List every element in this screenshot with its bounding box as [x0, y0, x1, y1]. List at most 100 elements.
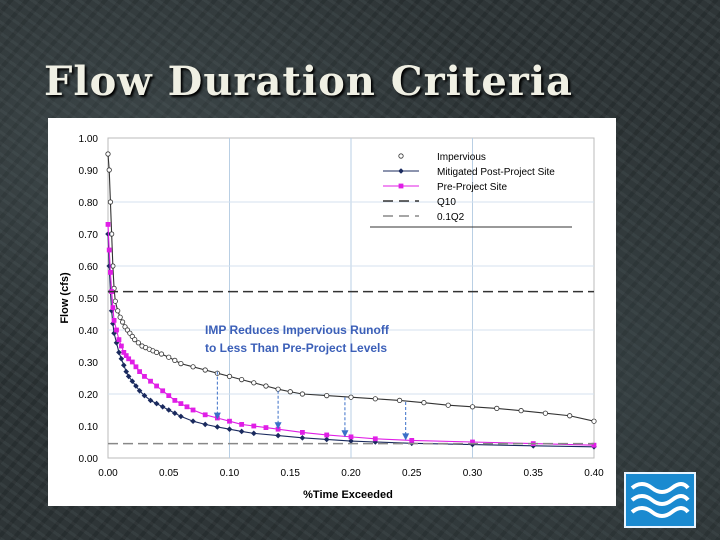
legend-label: Mitigated Post-Project Site	[437, 167, 555, 178]
data-point	[445, 402, 451, 408]
legend-label: Pre-Project Site	[437, 182, 507, 193]
x-tick-labels: 0.00 0.05 0.10 0.15 0.20 0.25 0.30 0.35 0.40	[98, 468, 604, 479]
data-point	[469, 404, 476, 410]
y-tick-label: 0.60	[79, 262, 99, 273]
data-point	[172, 357, 178, 363]
data-point	[105, 151, 111, 157]
data-point	[190, 407, 196, 413]
data-point	[202, 421, 208, 428]
data-point	[160, 388, 166, 394]
x-tick-label: 0.20	[341, 468, 361, 479]
y-tick-label: 0.00	[79, 454, 99, 465]
data-point	[153, 400, 160, 407]
x-tick-label: 0.15	[281, 468, 301, 479]
data-point	[110, 305, 116, 310]
data-point	[142, 374, 147, 379]
x-tick-label: 0.40	[584, 468, 604, 479]
data-point	[111, 330, 117, 336]
annotation-arrowhead	[341, 430, 349, 438]
data-point	[226, 426, 233, 432]
legend-label: 0.1Q2	[437, 212, 465, 223]
data-point	[137, 369, 142, 374]
y-tick-label: 0.90	[79, 166, 99, 177]
data-point	[116, 337, 122, 342]
data-point	[116, 349, 122, 356]
data-point	[112, 298, 118, 304]
series-layer	[105, 151, 597, 450]
data-point	[172, 398, 178, 403]
legend-label: Q10	[437, 197, 456, 208]
data-point	[275, 432, 281, 439]
y-tick-label: 0.30	[79, 358, 99, 369]
data-point	[567, 413, 573, 419]
data-point	[165, 407, 172, 413]
data-point	[251, 430, 257, 437]
data-point	[133, 383, 139, 389]
data-point	[119, 319, 126, 325]
data-point	[372, 436, 378, 442]
data-point	[226, 373, 233, 379]
legend: Impervious Mitigated Post-Project Site Pre…	[370, 152, 572, 228]
annotation-arrows	[213, 371, 410, 441]
data-point	[591, 442, 597, 448]
data-point	[299, 391, 305, 397]
data-point	[396, 397, 403, 403]
data-point	[114, 327, 119, 333]
data-point	[120, 362, 127, 368]
data-point	[111, 318, 117, 323]
data-point	[421, 400, 427, 406]
x-tick-label: 0.30	[463, 468, 483, 479]
data-point	[348, 394, 354, 400]
data-point	[172, 410, 178, 416]
data-point	[323, 436, 330, 443]
y-tick-label: 0.70	[79, 230, 99, 241]
data-point	[239, 376, 245, 383]
data-point	[542, 410, 548, 416]
data-point	[184, 404, 190, 410]
data-point	[178, 361, 184, 367]
x-axis-label: %Time Exceeded	[303, 489, 393, 501]
data-point	[118, 356, 125, 362]
data-point	[154, 383, 159, 389]
data-point	[178, 413, 184, 420]
data-point	[118, 343, 124, 349]
data-point	[126, 356, 132, 362]
series-pre-project-site	[105, 222, 597, 448]
data-point	[178, 401, 184, 406]
wave-logo-icon	[630, 482, 690, 518]
data-point	[154, 349, 160, 355]
data-point	[263, 425, 269, 430]
annotation-arrowhead	[213, 412, 221, 420]
x-tick-label: 0.10	[220, 468, 240, 479]
agency-logo	[624, 472, 696, 528]
data-point	[372, 396, 378, 402]
y-tick-label: 1.00	[79, 134, 99, 145]
data-point	[121, 350, 127, 355]
data-point	[190, 418, 196, 424]
chart-frame: 0.00 0.05 0.10 0.15 0.20 0.25 0.30 0.35 0.40 0.0…	[48, 118, 616, 506]
data-point	[287, 389, 293, 395]
data-point	[115, 308, 121, 314]
y-axis-label: Flow (cfs)	[59, 272, 71, 324]
legend-label: Impervious	[437, 152, 486, 163]
x-tick-label: 0.00	[98, 468, 118, 479]
annotation-arrowhead	[274, 422, 282, 430]
data-point	[129, 359, 135, 365]
data-point	[147, 397, 154, 404]
x-tick-label: 0.25	[402, 468, 422, 479]
data-point	[398, 153, 404, 159]
data-point	[239, 422, 245, 427]
slide-title: Flow Duration Criteria	[44, 58, 573, 105]
data-point	[166, 393, 172, 398]
data-point	[106, 247, 112, 253]
data-point	[113, 340, 120, 346]
y-tick-label: 0.40	[79, 326, 99, 337]
data-point	[202, 412, 208, 418]
y-tick-label: 0.10	[79, 422, 99, 433]
data-point	[135, 340, 141, 346]
data-point	[133, 364, 139, 370]
data-point	[136, 388, 143, 394]
data-point	[299, 435, 306, 441]
data-point	[132, 337, 138, 343]
data-point	[148, 378, 153, 384]
